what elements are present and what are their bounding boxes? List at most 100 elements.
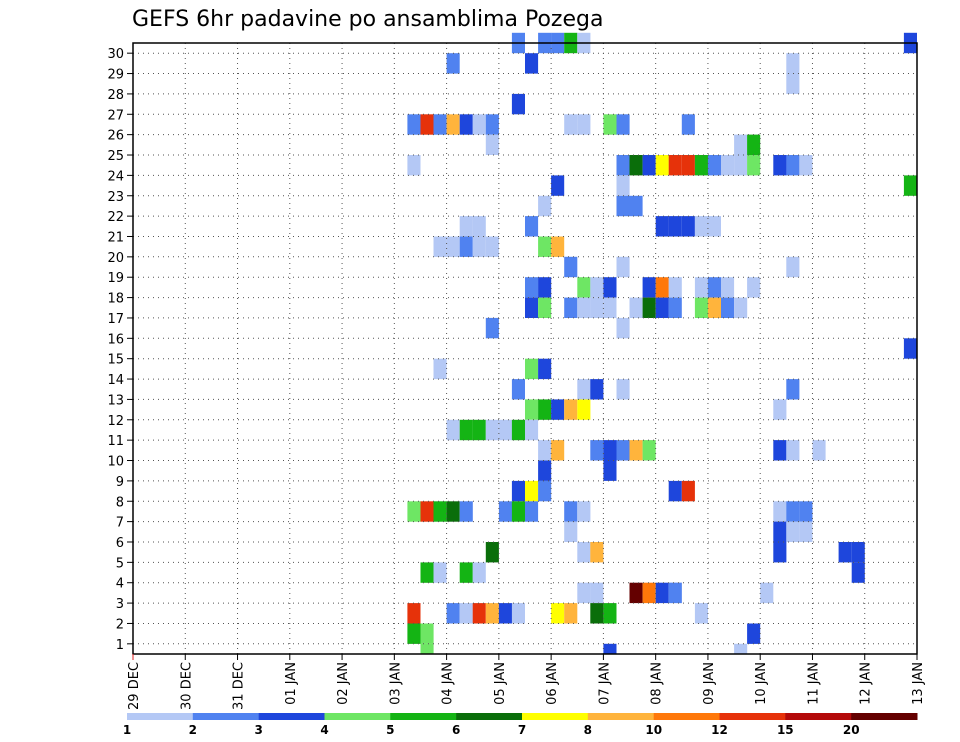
y-tick-label: 6 [116,536,124,551]
precip-cell [903,175,917,196]
y-tick-label: 16 [107,332,124,347]
precip-cell [616,379,630,400]
x-tick-label: 04 JAN [441,662,456,705]
colorbar-label: 15 [777,723,794,737]
colorbar-label: 4 [320,723,328,737]
precip-cell [616,256,630,278]
colorbar-swatch [324,713,391,720]
colorbar-swatch [127,713,194,720]
precip-cell [564,114,578,135]
precip-cell [590,440,604,461]
precip-cell [786,53,800,74]
colorbar-swatch [192,713,260,720]
x-tick-label: 07 JAN [597,662,612,705]
precip-cell [629,195,643,217]
precip-cell [721,277,735,298]
precip-cell [446,114,460,135]
precip-cell [681,480,695,502]
precip-cell [642,277,656,298]
precip-cell [694,216,708,237]
precip-cell [485,317,499,339]
precip-cell [420,562,434,583]
precip-cell [655,582,669,604]
precip-cell [525,277,539,298]
y-tick-label: 15 [107,353,124,368]
precip-cell [472,562,486,583]
precip-cell [551,603,565,624]
y-tick-label: 9 [116,475,124,490]
precip-cell [498,501,512,522]
precip-cell [668,297,682,318]
colorbar-swatch [653,713,720,720]
precip-cell [799,501,813,522]
y-tick-label: 14 [107,373,124,388]
precip-cell [511,379,525,400]
precip-cell [472,419,486,441]
y-tick-label: 20 [107,251,124,266]
precip-cell [459,501,473,522]
precip-cell [773,399,787,420]
precip-cell [590,277,604,298]
precip-cell [538,399,552,420]
precip-cell [511,93,525,115]
precip-cell [577,501,591,522]
precip-cell [655,297,669,318]
colorbar-label: 1 [123,723,131,737]
precip-cell [734,643,748,654]
precip-cell [773,521,787,542]
plot-frame [132,42,918,655]
precip-cell [799,521,813,542]
precip-cell [498,603,512,624]
x-tick-label: 30 DEC [179,662,194,710]
precip-cell [812,440,826,461]
precip-cell [577,399,591,420]
y-tick-label: 11 [107,434,124,449]
precip-cell [525,53,539,74]
colorbar-label: 2 [189,723,197,737]
precip-cell [420,643,434,654]
precip-cell [616,440,630,461]
precip-cell [786,256,800,278]
precip-cell [459,419,473,441]
precip-cell [655,155,669,176]
precip-cell [616,317,630,339]
precip-cell [838,542,852,563]
precip-cell [760,582,774,604]
y-tick-label: 26 [107,129,124,144]
x-tick-label: 02 JAN [336,662,351,705]
colorbar-swatch [587,713,655,720]
precip-cell [590,582,604,604]
precip-cell [773,155,787,176]
precip-cell [577,542,591,563]
precip-cell [551,175,565,196]
precip-cell [851,542,865,563]
precip-cell [485,419,499,441]
precip-cell [668,480,682,502]
y-tick-label: 8 [116,495,124,510]
precip-cell [773,501,787,522]
precip-cell [459,114,473,135]
colorbar-swatch [456,713,523,720]
precip-cell [747,155,761,176]
precip-cell [681,216,695,237]
precip-cell [564,297,578,318]
y-tick-label: 1 [116,638,124,653]
x-tick-label: 12 JAN [859,662,874,705]
y-tick-label: 25 [107,149,124,164]
precip-cell [538,480,552,502]
precip-cell [747,134,761,155]
precip-cell [433,358,447,380]
precip-cell [577,114,591,135]
precip-cell [577,277,591,298]
colorbar-label: 20 [843,723,860,737]
x-tick-label: 08 JAN [650,662,665,705]
y-axis: 1234567891011121314151617181920212223242… [107,47,133,653]
precip-cell [603,460,617,481]
precip-cell [668,216,682,237]
y-tick-label: 5 [116,556,124,571]
colorbar-label: 8 [584,723,592,737]
precip-cell [420,623,434,644]
precip-cell [525,501,539,522]
precip-cell [551,236,565,257]
precip-cell [721,155,735,176]
